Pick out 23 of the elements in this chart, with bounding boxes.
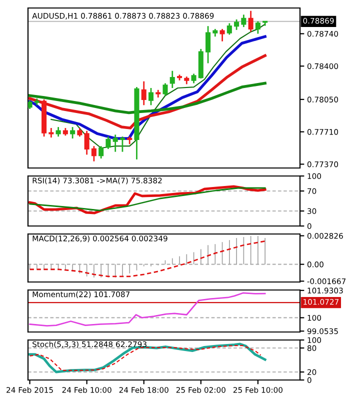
candlestick — [91, 145, 96, 162]
candlestick — [248, 10, 254, 33]
candlestick — [56, 126, 61, 138]
candlestick — [148, 87, 154, 106]
candlestick — [206, 25, 211, 64]
candlestick — [226, 22, 232, 36]
candlestick — [220, 28, 225, 42]
candlestick — [234, 18, 240, 31]
candlestick — [106, 136, 111, 150]
candlestick — [255, 20, 260, 34]
candlestick — [241, 14, 246, 28]
line-series — [28, 82, 266, 114]
candlestick — [48, 127, 54, 138]
candlestick — [120, 136, 125, 153]
candlestick — [70, 126, 76, 140]
candlestick — [170, 70, 175, 89]
candlestick — [98, 145, 104, 160]
candlestick — [162, 82, 168, 96]
candlestick — [191, 73, 196, 84]
candlestick — [141, 80, 146, 106]
candlestick — [112, 134, 118, 153]
candlestick — [84, 130, 90, 156]
line-series — [29, 292, 266, 326]
